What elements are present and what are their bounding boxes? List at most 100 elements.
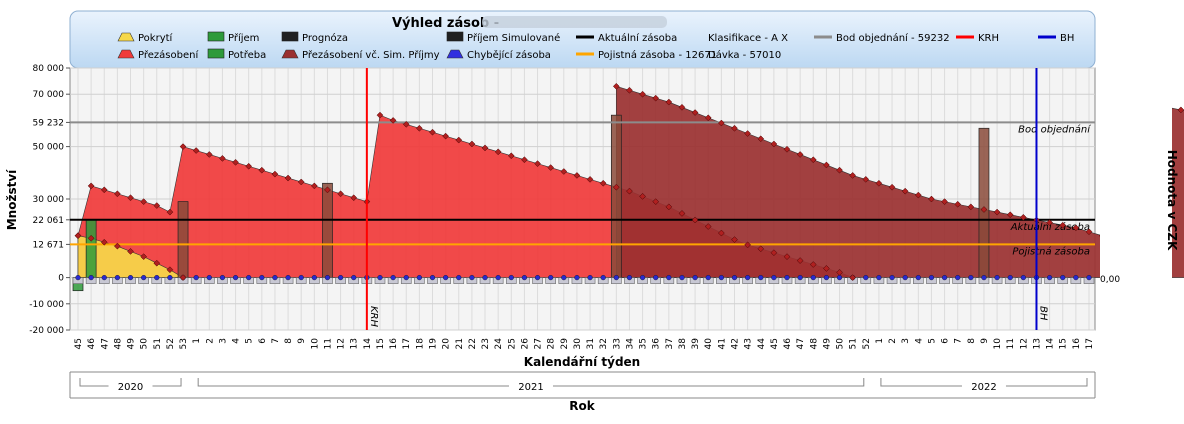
point-0-18 [310, 182, 318, 190]
x-tick-56: 48 [809, 338, 819, 350]
shortage-point-16 [285, 275, 291, 281]
point-0-26 [416, 124, 423, 132]
legend-label-5: Klasifikace - A X [708, 33, 788, 44]
x-tick-59: 51 [849, 338, 859, 349]
point-0-52 [757, 245, 765, 253]
shortage-point-44 [653, 275, 659, 281]
x-tick-36: 28 [547, 338, 557, 350]
x-tick-29: 21 [455, 338, 465, 349]
points-layer [74, 82, 1184, 281]
x-tick-19: 11 [323, 338, 333, 349]
legend-swatch-3 [446, 31, 464, 42]
point-1-14 [796, 151, 804, 158]
point-0-53 [770, 249, 778, 257]
point-1-8 [718, 119, 725, 127]
bar-1-0 [177, 201, 189, 278]
legend-label-9: Přezásobení [138, 49, 199, 61]
shortage-point-12 [232, 275, 239, 281]
x-tick-21: 13 [350, 338, 360, 349]
point-0-36 [547, 164, 555, 171]
point-1-13 [783, 145, 791, 153]
x-tick-75: 15 [1059, 338, 1069, 349]
x-tick-74: 14 [1046, 338, 1056, 350]
x-tick-5: 50 [140, 338, 150, 350]
point-1-1 [626, 86, 633, 94]
point-0-31 [481, 144, 489, 152]
point-0-13 [245, 162, 253, 170]
x-tick-42: 34 [625, 338, 635, 350]
point-0-40 [599, 179, 607, 187]
shortage-point-24 [390, 275, 396, 281]
x-tick-64: 4 [914, 338, 924, 344]
point-2-7 [166, 266, 174, 274]
ref-label-0: Bod objednání [1018, 123, 1091, 135]
shortage-point-1 [88, 275, 94, 281]
year-label-0: 2020 [118, 382, 143, 393]
shortage-point-77 [1086, 275, 1092, 281]
x-tick-61: 1 [875, 338, 885, 344]
x-tick-25: 17 [402, 338, 412, 349]
point-0-3 [114, 190, 121, 198]
point-1-21 [888, 183, 896, 191]
x-tick-66: 6 [941, 338, 951, 344]
legend-swatch-9 [117, 49, 135, 59]
x-tick-20: 12 [337, 338, 347, 349]
x-tick-31: 23 [481, 338, 491, 349]
x-tick-34: 26 [520, 338, 530, 350]
shortage-point-42 [626, 275, 633, 281]
point-0-20 [337, 190, 344, 198]
legend-swatch-12 [446, 49, 464, 59]
point-1-30 [1006, 211, 1014, 219]
shortage-point-13 [246, 275, 252, 281]
point-0-25 [402, 120, 410, 128]
x-tick-54: 46 [783, 338, 793, 350]
point-0-10 [205, 151, 213, 158]
legend-swatch-11 [281, 49, 299, 59]
point-0-44 [652, 198, 660, 205]
x-tick-40: 32 [599, 338, 609, 349]
shortage-point-70 [994, 275, 1000, 281]
point-0-32 [494, 148, 502, 156]
point-1-23 [914, 191, 922, 199]
year-label-1: 2021 [518, 382, 543, 393]
shortage-point-50 [731, 275, 738, 281]
shortage-point-54 [784, 275, 790, 281]
x-tick-65: 5 [927, 338, 937, 344]
point-2-8 [179, 274, 187, 281]
point-0-55 [796, 257, 804, 264]
x-tick-13: 5 [245, 338, 255, 344]
shortage-point-7 [167, 275, 173, 281]
legend-swatch-1 [207, 31, 225, 42]
point-0-37 [560, 168, 568, 175]
x-tick-43: 35 [639, 338, 649, 349]
shortage-point-20 [337, 275, 344, 281]
shortage-point-34 [521, 275, 528, 281]
shortage-point-45 [666, 275, 672, 281]
point-0-43 [639, 193, 646, 200]
y-tick-8: -10 000 [29, 300, 64, 310]
legend-swatch-2 [281, 31, 299, 42]
shortage-point-48 [705, 275, 711, 281]
x-tick-58: 50 [836, 338, 846, 350]
point-0-11 [219, 155, 226, 162]
point-1-10 [744, 130, 751, 137]
x-tick-28: 20 [442, 338, 452, 350]
point-2-5 [140, 253, 148, 260]
shortage-point-27 [429, 275, 436, 281]
x-tick-7: 52 [166, 338, 176, 349]
shortage-point-63 [902, 275, 908, 281]
shortage-point-38 [574, 275, 580, 281]
x-tick-73: 13 [1032, 338, 1042, 349]
x-tick-41: 33 [612, 338, 622, 349]
legend-label-4: Aktuální zásoba [598, 32, 677, 44]
point-2-4 [127, 248, 134, 255]
point-0-5 [140, 198, 148, 205]
point-1-5 [678, 103, 686, 111]
shortage-point-21 [351, 275, 357, 281]
x-tick-11: 3 [218, 338, 228, 344]
shortage-point-0 [75, 275, 81, 281]
x-tick-47: 39 [691, 338, 701, 350]
point-1-26 [954, 200, 962, 208]
x-tick-53: 45 [770, 338, 780, 349]
bar-1-1 [322, 182, 333, 278]
